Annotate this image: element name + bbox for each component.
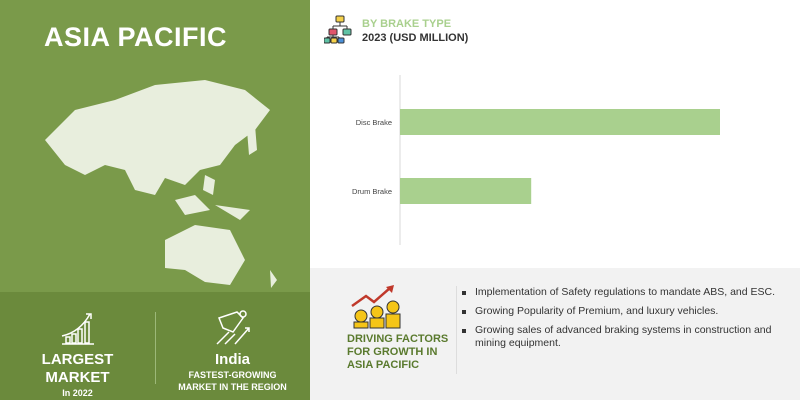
- stats-strip: LARGEST MARKET In 2022 India FASTEST-GRO…: [0, 292, 310, 400]
- largest-market-stat: LARGEST MARKET In 2022: [0, 292, 155, 400]
- driving-factors-panel: DRIVING FACTORS FOR GROWTH IN ASIA PACIF…: [310, 268, 800, 400]
- chart-title: BY BRAKE TYPE: [362, 18, 452, 30]
- chart-panel: BY BRAKE TYPE 2023 (USD MILLION) Disc Br…: [310, 0, 800, 268]
- asia-pacific-map: [45, 80, 277, 288]
- chart-subtitle: 2023 (USD MILLION): [362, 32, 469, 44]
- region-market-label: MARKET IN THE REGION: [178, 382, 287, 392]
- region-title: ASIA PACIFIC: [44, 22, 228, 52]
- market-label: MARKET: [45, 369, 110, 386]
- divider: [155, 312, 156, 384]
- divider: [456, 286, 457, 374]
- category-label: Disc Brake: [356, 118, 392, 127]
- category-label: Drum Brake: [352, 187, 392, 196]
- bar-drum-brake: [400, 178, 532, 204]
- hierarchy-icon: [324, 15, 352, 44]
- list-item: Growing Popularity of Premium, and luxur…: [462, 305, 782, 318]
- driving-factors-list: Implementation of Safety regulations to …: [462, 286, 782, 356]
- largest-label: LARGEST: [41, 351, 114, 368]
- region-panel: ASIA PACIFIC LARGEST MARKET In 2022 Indi…: [0, 0, 310, 400]
- fastest-growing-label: FASTEST-GROWING: [188, 370, 277, 380]
- list-item: Growing sales of advanced braking system…: [462, 324, 782, 350]
- superhero-rocket-icon: [215, 310, 250, 345]
- brake-type-chart: Disc Brake Drum Brake: [352, 75, 720, 245]
- growth-chart-icon: [61, 313, 94, 345]
- money-growth-icon: [351, 285, 401, 329]
- year-label: In 2022: [62, 388, 93, 398]
- driving-factors-title: DRIVING FACTORS FOR GROWTH IN ASIA PACIF…: [347, 333, 449, 371]
- list-item: Implementation of Safety regulations to …: [462, 286, 782, 299]
- bar-disc-brake: [400, 109, 720, 135]
- country-name: India: [214, 351, 250, 368]
- fastest-growing-stat: India FASTEST-GROWING MARKET IN THE REGI…: [155, 292, 310, 400]
